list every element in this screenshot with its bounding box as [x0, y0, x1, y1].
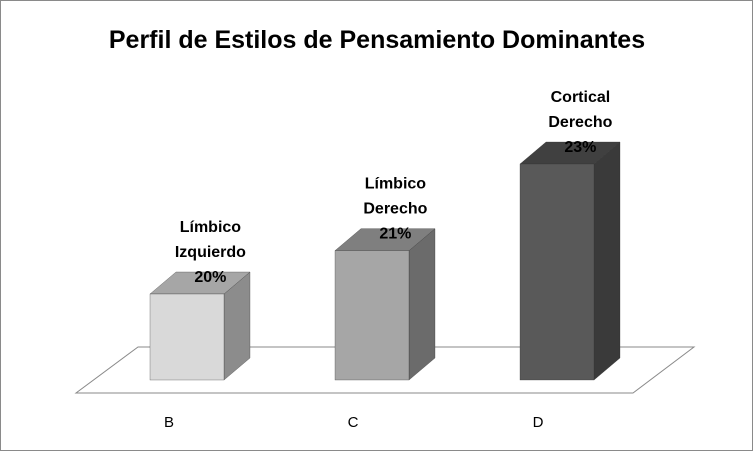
bar-b-front	[149, 293, 225, 381]
data-label-d: Cortical Derecho 23%	[548, 89, 612, 156]
x-axis-ticks: B C D	[164, 414, 544, 431]
bar-d	[519, 141, 621, 381]
bar-d-side	[593, 141, 621, 381]
data-label-b-line-1: Límbico	[180, 219, 242, 236]
data-label-c-line-1: Límbico	[365, 176, 427, 193]
chart-title: Perfil de Estilos de Pensamiento Dominan…	[109, 26, 645, 54]
data-label-d-line-2: Derecho	[548, 114, 612, 131]
x-tick-b: B	[164, 414, 174, 431]
bar-c-side	[408, 228, 436, 381]
data-label-c-line-3: 21%	[379, 226, 411, 243]
bar-b	[149, 271, 251, 381]
bar-d-front	[519, 163, 595, 381]
bar-c-front	[334, 250, 410, 381]
x-tick-d: D	[533, 414, 544, 431]
x-tick-c: C	[348, 414, 359, 431]
data-label-b: Límbico Izquierdo 20%	[175, 219, 246, 286]
data-label-d-line-3: 23%	[564, 139, 596, 156]
bar-c	[334, 228, 436, 381]
data-label-b-line-2: Izquierdo	[175, 244, 246, 261]
data-label-c-line-2: Derecho	[363, 201, 427, 218]
data-label-b-line-3: 20%	[194, 269, 226, 286]
data-label-c: Límbico Derecho 21%	[363, 176, 427, 243]
data-label-d-line-1: Cortical	[551, 89, 611, 106]
data-labels-layer: Límbico Izquierdo 20% Límbico Derecho 21% Cort…	[175, 89, 613, 286]
bars-layer	[149, 141, 621, 381]
